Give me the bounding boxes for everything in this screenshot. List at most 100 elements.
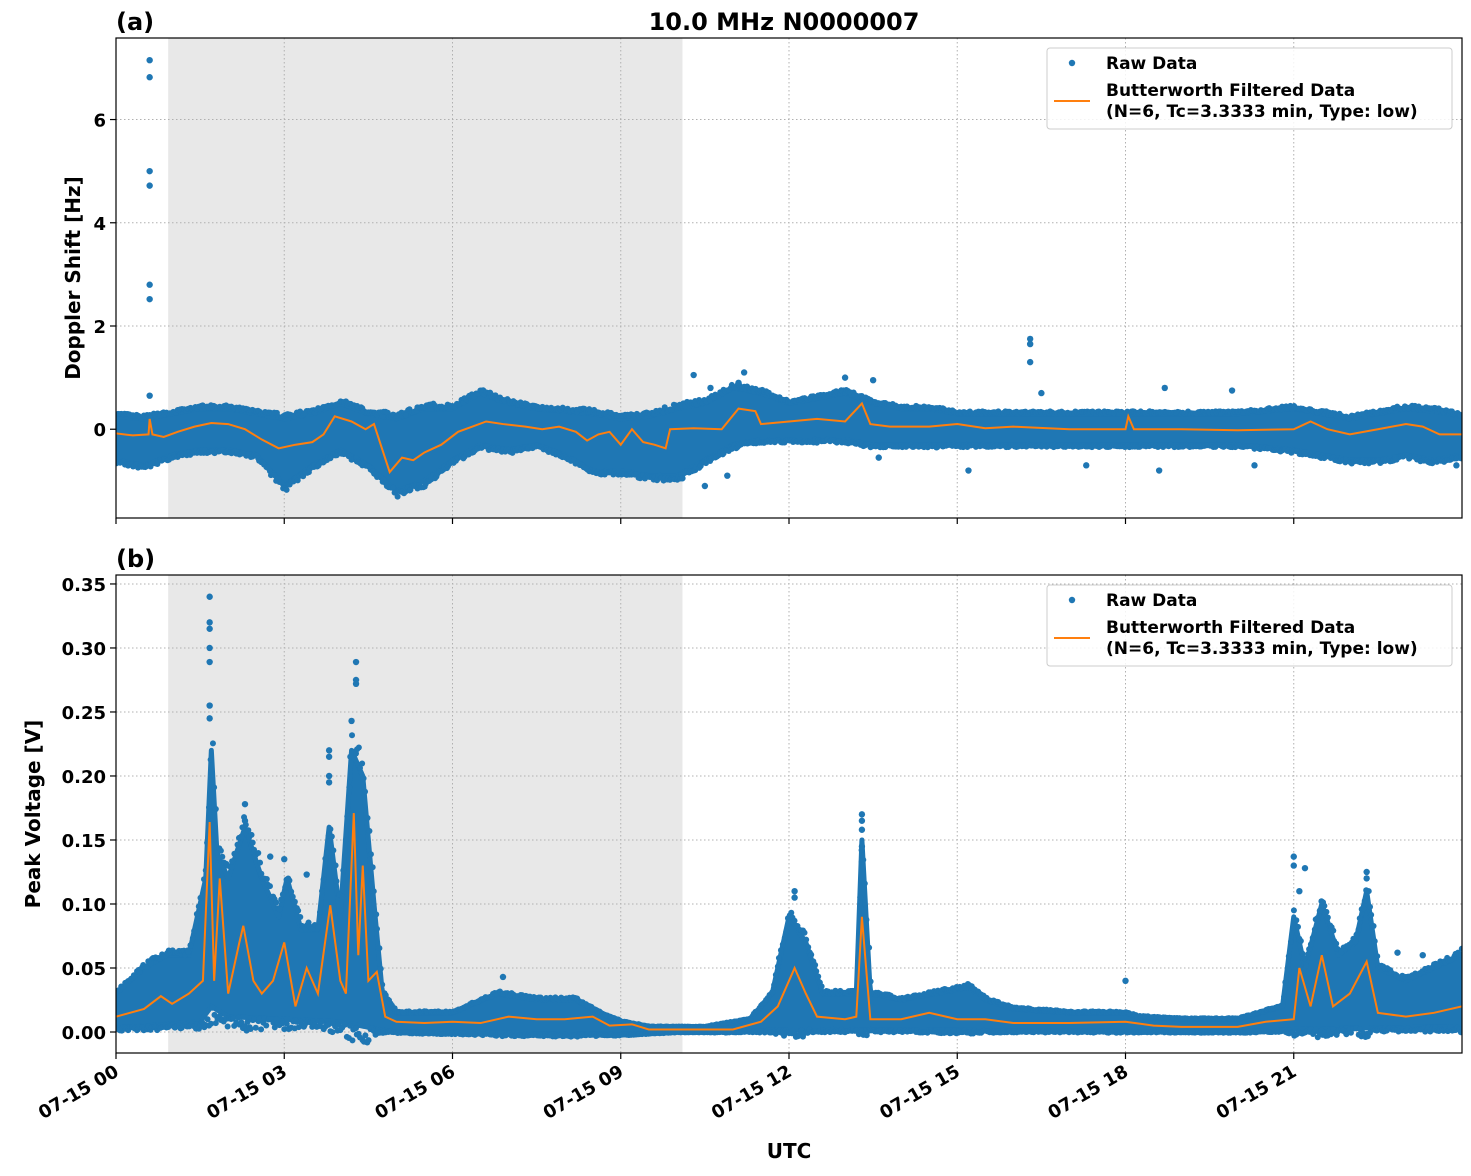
raw-data-point [329, 1029, 336, 1036]
raw-data-point [352, 1025, 359, 1032]
raw-data-outlier [1228, 387, 1236, 394]
raw-data-point [355, 744, 362, 751]
raw-data-point [281, 1026, 288, 1033]
panel-label: (b) [116, 545, 155, 573]
raw-data-point [278, 896, 285, 903]
raw-data-point [812, 961, 819, 968]
raw-data-point [364, 814, 371, 821]
x-tick-label: 07-15 15 [876, 1061, 963, 1124]
raw-data-outlier [206, 702, 213, 709]
raw-data-point [1360, 905, 1367, 912]
raw-data-point [781, 934, 788, 941]
raw-data-point [818, 983, 825, 990]
raw-data-point [187, 942, 194, 949]
raw-data-point [217, 847, 224, 854]
raw-data-outlier [325, 747, 333, 754]
raw-data-outlier [1453, 462, 1460, 469]
raw-data-point [235, 1014, 242, 1021]
raw-data-point [199, 892, 206, 899]
raw-data-point [258, 870, 265, 877]
raw-data-point [271, 472, 278, 479]
legend: Raw Data Butterworth Filtered Data(N=6, T… [1046, 584, 1453, 667]
legend-filtered-params: (N=6, Tc=3.3333 min, Type: low) [1106, 639, 1418, 659]
raw-data-point [1285, 953, 1292, 960]
raw-data-outlier [206, 619, 213, 626]
raw-data-point [228, 864, 235, 871]
y-tick-label: 0.10 [62, 895, 106, 916]
raw-data-point [245, 827, 252, 834]
raw-data-point [289, 893, 296, 900]
legend-raw-marker [1068, 59, 1076, 67]
legend-filtered-label: Butterworth Filtered Data [1106, 618, 1355, 638]
raw-data-point [233, 852, 240, 859]
raw-data-outlier [206, 658, 213, 666]
raw-data-outlier [281, 855, 288, 863]
raw-data-point [185, 949, 192, 956]
raw-data-outlier [206, 715, 213, 722]
raw-data-point [1321, 902, 1328, 909]
raw-data-point [209, 740, 216, 747]
raw-data-outlier [701, 482, 709, 490]
panel-b-peak-voltage: 0.00 0.05 0.10 0.15 0.20 0.25 0.30 0.35 07-15 00… [21, 545, 1463, 1124]
raw-data-point [366, 827, 373, 834]
x-tick-label: 07-15 00 [35, 1061, 122, 1124]
raw-data-point [772, 971, 779, 978]
raw-data-outlier [303, 871, 310, 878]
raw-data-point [805, 944, 812, 951]
raw-data-outlier [146, 56, 153, 64]
raw-data-point [1323, 908, 1330, 915]
raw-data-outlier [1290, 853, 1297, 860]
y-tick-label: 6 [93, 111, 106, 132]
raw-data-point [337, 907, 344, 914]
raw-data-point [861, 880, 868, 887]
raw-data-point [340, 867, 347, 874]
panel-a-doppler-shift: 0 2 4 6 (a) Doppler Shift [Hz] Raw Data Butterw… [61, 8, 1463, 524]
raw-data-point [1314, 1034, 1321, 1041]
raw-data-point [771, 981, 778, 988]
raw-data-point [229, 858, 236, 865]
raw-data-point [328, 833, 335, 840]
raw-data-outlier [146, 74, 153, 81]
raw-data-point [1458, 951, 1462, 958]
raw-data-point [774, 963, 781, 970]
raw-data-point [1311, 926, 1318, 933]
raw-data-point [775, 954, 782, 961]
raw-data-outlier [1038, 389, 1045, 397]
raw-data-point [247, 1026, 254, 1033]
raw-data-point [205, 804, 212, 811]
raw-data-outlier [267, 853, 274, 860]
raw-data-point [241, 1023, 248, 1030]
x-tick-label: 07-15 03 [203, 1061, 290, 1124]
raw-data-point [365, 1037, 372, 1044]
raw-data-outlier [1296, 887, 1303, 895]
raw-data-point [1355, 926, 1362, 933]
raw-data-point [1287, 938, 1294, 945]
y-tick-label: 0.20 [62, 767, 106, 788]
raw-data-point [377, 965, 384, 972]
raw-data-outlier [724, 472, 731, 479]
raw-data-outlier [1290, 862, 1297, 869]
raw-data-point [813, 968, 820, 975]
raw-data-point [857, 894, 864, 901]
raw-data-point [279, 891, 286, 898]
raw-data-point [282, 884, 289, 891]
raw-data-outlier [858, 858, 866, 865]
raw-data-point [330, 847, 337, 854]
raw-data-point [212, 1020, 219, 1027]
raw-data-point [1365, 888, 1372, 895]
raw-data-outlier [1301, 864, 1309, 872]
raw-data-point [801, 929, 808, 936]
figure-title: 10.0 MHz N0000007 [649, 8, 920, 36]
raw-data-point [255, 850, 262, 857]
raw-data-point [1367, 903, 1374, 910]
raw-data-outlier [1122, 977, 1129, 985]
raw-data-point [367, 851, 374, 858]
raw-data-point [257, 859, 264, 866]
raw-data-point [1295, 923, 1302, 930]
raw-data-point [788, 909, 795, 916]
raw-data-point [294, 477, 301, 484]
raw-data-outlier [1155, 467, 1163, 474]
raw-data-outlier [735, 379, 742, 386]
raw-data-point [315, 924, 322, 931]
